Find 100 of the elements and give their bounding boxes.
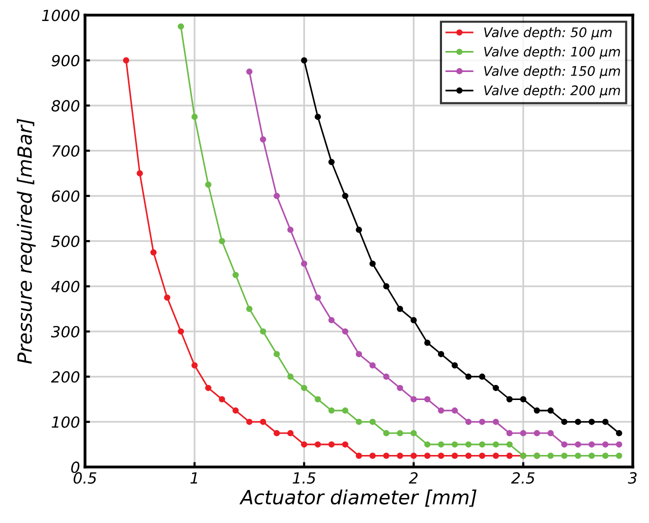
x-tick-label: 2.5 bbox=[511, 472, 535, 484]
point bbox=[506, 396, 513, 402]
y-tick-label: 200 bbox=[51, 371, 80, 383]
y-tick-label: 400 bbox=[51, 280, 80, 292]
point bbox=[300, 260, 308, 267]
point bbox=[274, 192, 280, 200]
point bbox=[191, 362, 198, 368]
point bbox=[534, 407, 540, 414]
point bbox=[438, 441, 444, 448]
point bbox=[396, 384, 404, 392]
point bbox=[410, 317, 417, 324]
point bbox=[328, 441, 335, 448]
point bbox=[136, 170, 143, 176]
point bbox=[506, 452, 513, 459]
point bbox=[616, 452, 622, 459]
point bbox=[520, 430, 526, 436]
x-tick-label: 1 bbox=[190, 472, 198, 484]
point bbox=[492, 441, 499, 448]
point bbox=[383, 430, 390, 436]
point bbox=[465, 374, 472, 380]
point bbox=[287, 374, 294, 380]
point bbox=[218, 396, 226, 402]
point bbox=[369, 260, 376, 267]
legend-label: Valve depth: 200 µm bbox=[484, 85, 620, 98]
point bbox=[328, 407, 335, 414]
point bbox=[492, 452, 499, 459]
point bbox=[547, 430, 554, 436]
point bbox=[438, 350, 444, 358]
point bbox=[122, 57, 130, 64]
point bbox=[465, 441, 472, 448]
point bbox=[369, 362, 376, 368]
point bbox=[178, 23, 184, 30]
y-tick-label: 600 bbox=[52, 190, 80, 202]
point bbox=[246, 418, 252, 425]
y-tick-label: 500 bbox=[51, 236, 80, 248]
point bbox=[547, 452, 554, 459]
point bbox=[479, 374, 486, 380]
point bbox=[164, 294, 170, 301]
point bbox=[314, 441, 321, 448]
point bbox=[452, 452, 458, 459]
legend-label: Valve depth: 50 µm bbox=[484, 27, 612, 40]
x-axis-title: Actuator diameter [mm] bbox=[239, 489, 476, 507]
point bbox=[383, 283, 390, 290]
point bbox=[356, 418, 362, 425]
point bbox=[287, 226, 294, 233]
point bbox=[342, 407, 348, 414]
point bbox=[191, 114, 198, 120]
point bbox=[205, 384, 212, 392]
point bbox=[314, 294, 321, 301]
point bbox=[424, 452, 430, 459]
point bbox=[314, 396, 321, 402]
point bbox=[356, 452, 362, 459]
point bbox=[492, 418, 499, 425]
y-tick-label: 0 bbox=[71, 462, 80, 474]
point bbox=[602, 452, 609, 459]
point bbox=[205, 181, 212, 188]
point bbox=[561, 418, 568, 425]
point bbox=[260, 328, 266, 335]
point bbox=[314, 114, 321, 120]
y-axis-title: Pressure required [mBar] bbox=[16, 118, 36, 364]
point bbox=[452, 441, 458, 448]
legend-label: Valve depth: 100 µm bbox=[484, 46, 620, 60]
point bbox=[410, 430, 417, 436]
point bbox=[287, 430, 294, 436]
point bbox=[396, 452, 404, 459]
y-tick-label: 800 bbox=[52, 100, 80, 112]
point bbox=[300, 384, 308, 392]
y-tick-label: 100 bbox=[52, 416, 80, 428]
point bbox=[424, 340, 430, 346]
point bbox=[602, 441, 609, 448]
y-tick-label: 1000 bbox=[42, 10, 80, 22]
x-tick-label: 0.5 bbox=[74, 472, 96, 484]
point bbox=[602, 418, 609, 425]
point bbox=[246, 306, 252, 312]
point bbox=[506, 441, 513, 448]
point bbox=[356, 350, 362, 358]
point bbox=[150, 249, 157, 256]
point bbox=[383, 374, 390, 380]
point bbox=[588, 441, 595, 448]
point bbox=[232, 272, 239, 278]
point bbox=[342, 328, 348, 335]
point bbox=[452, 362, 458, 368]
point bbox=[465, 452, 472, 459]
point bbox=[438, 452, 444, 459]
point bbox=[424, 396, 430, 402]
point bbox=[438, 407, 444, 414]
point bbox=[328, 158, 335, 166]
point bbox=[574, 418, 582, 425]
x-tick-label: 2 bbox=[408, 472, 418, 484]
point bbox=[465, 418, 472, 425]
point bbox=[506, 430, 513, 436]
point bbox=[561, 441, 568, 448]
legend-label: Valve depth: 150 µm bbox=[484, 66, 620, 79]
point bbox=[396, 306, 404, 312]
point bbox=[232, 407, 239, 414]
point bbox=[452, 407, 458, 414]
point bbox=[547, 407, 554, 414]
point bbox=[588, 418, 595, 425]
point bbox=[274, 430, 280, 436]
point bbox=[246, 68, 252, 75]
